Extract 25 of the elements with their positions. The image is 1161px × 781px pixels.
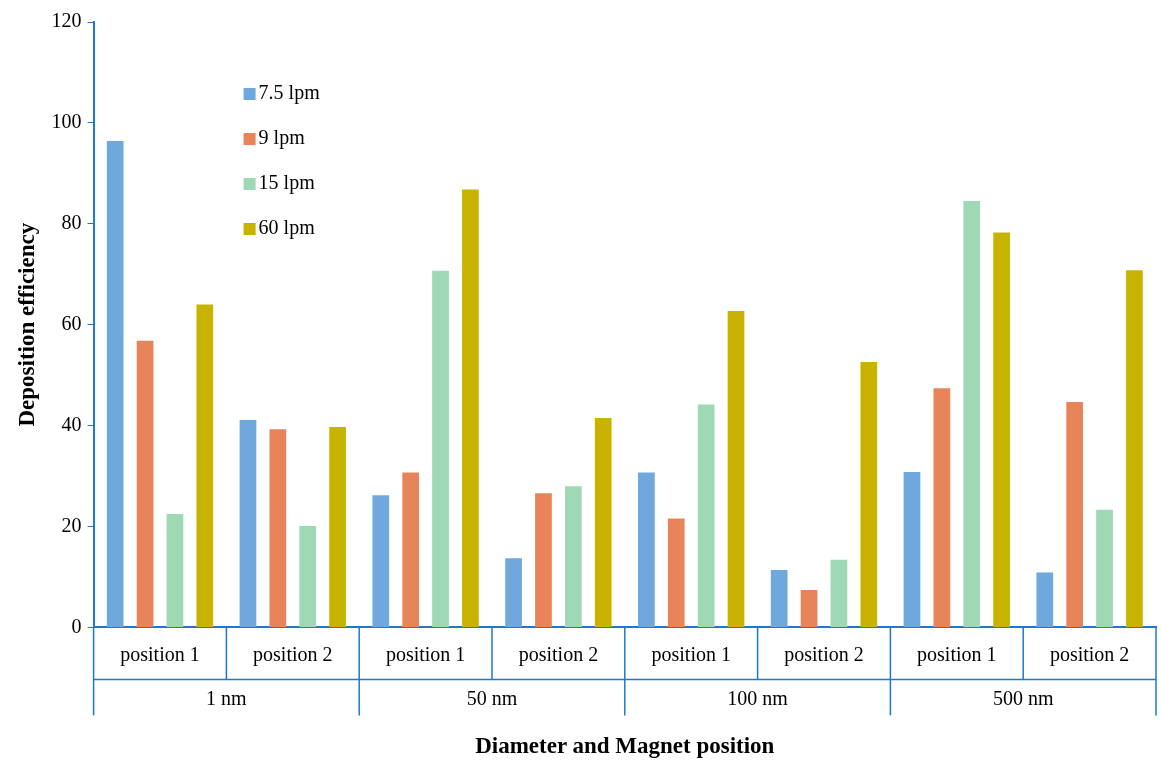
y-tick-label: 120	[51, 9, 82, 32]
y-axis-title: Deposition efficiency	[13, 222, 39, 427]
y-tick-label: 60	[61, 311, 82, 334]
text: 500 nm	[992, 686, 1054, 709]
x-tick-label: position 1	[917, 642, 997, 666]
x-tick-label: position 1	[385, 642, 466, 666]
x-tick-label: position 2	[253, 642, 333, 666]
x-tick-label: position 2	[518, 642, 599, 666]
y-tick-label: 0	[71, 614, 82, 637]
legend-label: 60 lpm	[258, 216, 316, 240]
y-tick-label: 20	[61, 513, 82, 536]
text: 100 nm	[727, 686, 789, 709]
legend-label: 15 lpm	[258, 171, 316, 195]
x-tick-label: position 1	[120, 642, 200, 666]
text: 1 nm	[206, 686, 248, 709]
y-tick-label: 40	[61, 412, 82, 435]
text: 50 nm	[466, 686, 518, 709]
x-axis-title: Diameter and Magnet position	[475, 733, 775, 759]
y-tick-label: 80	[61, 211, 82, 234]
y-tick-label: 100	[51, 110, 82, 133]
x-tick-label: position 2	[784, 642, 864, 666]
legend-label: 9 lpm	[258, 126, 306, 150]
x-tick-label: position 1	[651, 642, 731, 666]
x-tick-label: position 2	[1049, 642, 1130, 666]
legend-label: 7.5 lpm	[258, 81, 321, 105]
